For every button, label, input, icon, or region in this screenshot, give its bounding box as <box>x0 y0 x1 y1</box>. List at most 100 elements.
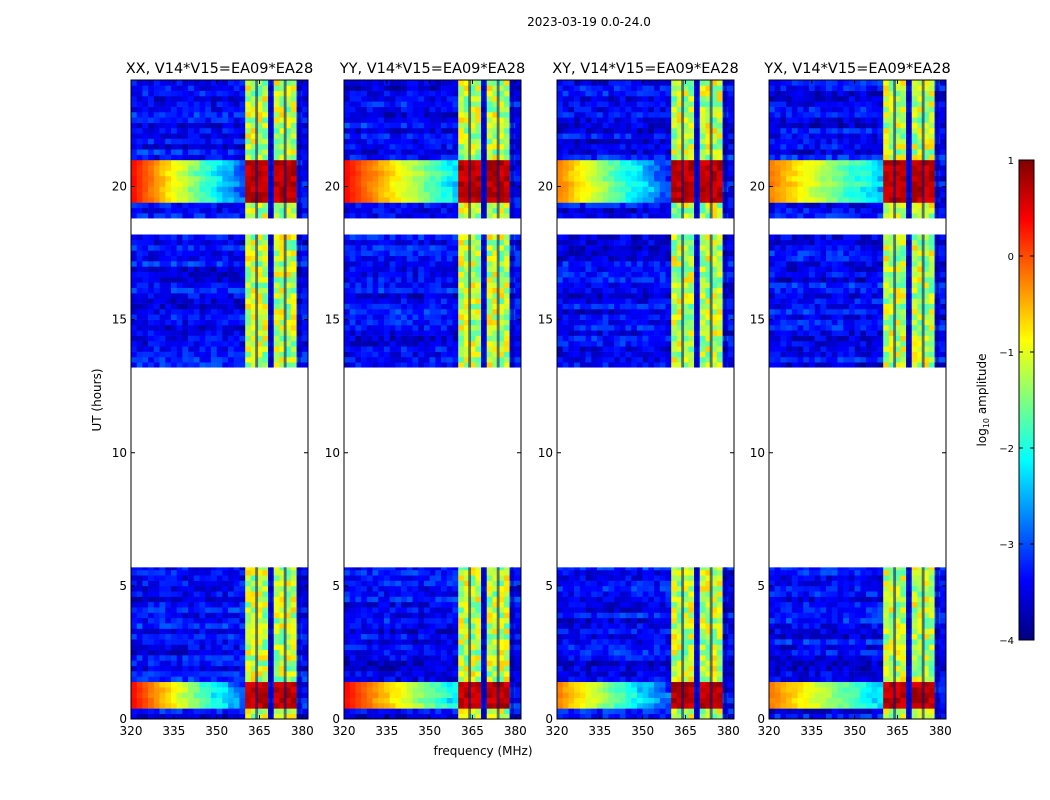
heatmap-cell <box>401 639 408 645</box>
heatmap-cell <box>355 591 362 597</box>
heatmap-cell <box>165 708 172 714</box>
heatmap-cell <box>395 154 402 161</box>
heatmap-cell <box>188 628 195 635</box>
heatmap-cell <box>418 665 425 672</box>
heatmap-cell <box>182 213 189 219</box>
heatmap-cell <box>250 628 257 635</box>
heatmap-cell <box>412 628 419 635</box>
heatmap-cell <box>182 207 189 214</box>
heatmap-cell <box>389 117 396 123</box>
heatmap-cell <box>148 90 155 97</box>
heatmap-cell <box>418 569 425 576</box>
heatmap-cell <box>389 271 396 278</box>
heatmap-cell <box>245 95 252 102</box>
heatmap-cell <box>418 708 425 714</box>
heatmap-cell <box>273 191 280 198</box>
heatmap-cell <box>176 708 183 714</box>
heatmap-cell <box>492 181 499 187</box>
heatmap-cell <box>188 271 195 278</box>
heatmap-cell <box>222 676 229 683</box>
heatmap-cell <box>406 591 413 597</box>
heatmap-cell <box>361 308 368 315</box>
heatmap-cell <box>372 202 379 209</box>
heatmap-cell <box>383 101 390 107</box>
heatmap-cell <box>205 324 212 331</box>
heatmap-cell <box>469 266 476 272</box>
heatmap-cell <box>378 703 385 709</box>
heatmap-cell <box>250 308 257 315</box>
heatmap-cell <box>182 122 189 129</box>
heatmap-cell <box>383 644 390 651</box>
heatmap-cell <box>193 122 200 129</box>
heatmap-cell <box>159 239 166 246</box>
heatmap-cell <box>279 245 286 251</box>
heatmap-cell <box>279 580 286 587</box>
heatmap-cell <box>153 687 160 693</box>
heatmap-cell <box>378 255 385 262</box>
heatmap-cell <box>148 644 155 651</box>
heatmap-cell <box>492 596 499 603</box>
heatmap-cell <box>199 186 206 193</box>
heatmap-cell <box>446 351 453 358</box>
heatmap-cell <box>199 293 206 299</box>
heatmap-cell <box>429 154 436 161</box>
heatmap-cell <box>355 106 362 113</box>
heatmap-cell <box>458 101 465 107</box>
heatmap-cell <box>429 239 436 246</box>
heatmap-cell <box>142 335 149 342</box>
heatmap-cell <box>302 287 309 294</box>
heatmap-cell <box>435 213 442 219</box>
heatmap-cell <box>492 207 499 214</box>
heatmap-cell <box>216 676 223 683</box>
heatmap-cell <box>446 90 453 97</box>
heatmap-cell <box>492 601 499 608</box>
heatmap-cell <box>503 607 510 613</box>
heatmap-cell <box>153 324 160 331</box>
heatmap-cell <box>344 122 351 129</box>
heatmap-cell <box>256 293 263 299</box>
heatmap-cell <box>302 340 309 347</box>
heatmap-cell <box>182 591 189 597</box>
heatmap-cell <box>366 127 373 134</box>
heatmap-cell <box>222 612 229 619</box>
heatmap-cell <box>148 207 155 214</box>
heatmap-cell <box>290 617 297 624</box>
heatmap-cell <box>250 671 257 677</box>
heatmap-cell <box>515 612 522 619</box>
heatmap-cell <box>216 628 223 635</box>
heatmap-cell <box>498 159 505 166</box>
heatmap-cell <box>273 639 280 645</box>
heatmap-cell <box>344 356 351 363</box>
heatmap-cell <box>418 154 425 161</box>
heatmap-cell <box>469 298 476 304</box>
heatmap-cell <box>423 665 430 672</box>
heatmap-cell <box>406 250 413 257</box>
heatmap-cell <box>182 234 189 241</box>
heatmap-cell <box>262 639 269 645</box>
heatmap-cell <box>136 628 143 635</box>
heatmap-cell <box>262 575 269 581</box>
heatmap-cell <box>349 362 356 368</box>
heatmap-cell <box>492 351 499 358</box>
heatmap-cell <box>452 255 459 262</box>
heatmap-cell <box>159 665 166 672</box>
heatmap-cell <box>170 90 177 97</box>
heatmap-cell <box>423 154 430 161</box>
heatmap-cell <box>176 165 183 171</box>
heatmap-cell <box>463 197 470 203</box>
heatmap-cell <box>383 127 390 134</box>
heatmap-cell <box>228 133 235 139</box>
heatmap-cell <box>250 143 257 150</box>
heatmap-cell <box>222 255 229 262</box>
heatmap-cell <box>188 127 195 134</box>
heatmap-cell <box>153 633 160 640</box>
heatmap-cell <box>216 239 223 246</box>
heatmap-cell <box>492 95 499 102</box>
heatmap-cell <box>148 351 155 358</box>
heatmap-cell <box>193 138 200 145</box>
heatmap-cell <box>435 319 442 326</box>
heatmap-cell <box>435 612 442 619</box>
heatmap-cell <box>210 676 217 683</box>
heatmap-cell <box>182 239 189 246</box>
heatmap-cell <box>435 282 442 288</box>
